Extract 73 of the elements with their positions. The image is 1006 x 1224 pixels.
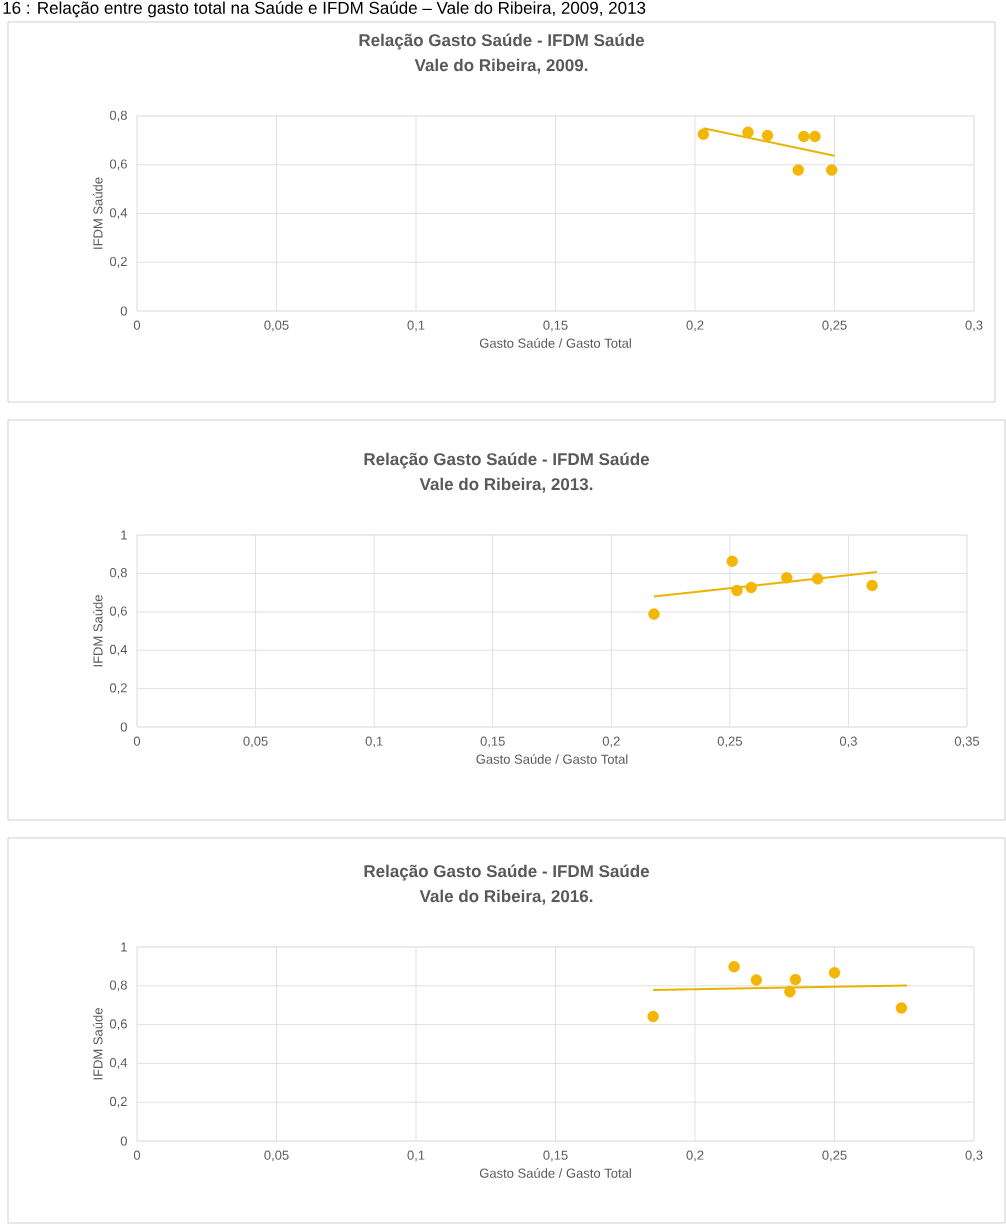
y-axis-title: IFDM Saúde: [92, 1008, 103, 1080]
y-tick-label: 0,6: [109, 159, 127, 171]
y-tick-label: 0: [120, 1136, 127, 1146]
x-tick-label: 0,05: [264, 320, 289, 332]
point: [798, 130, 810, 143]
point: [866, 579, 878, 592]
y-tick-label: 0,4: [109, 208, 128, 219]
x-tick-label: 0,05: [264, 1150, 289, 1162]
point: [647, 1010, 659, 1023]
y-tick-label: 0: [120, 306, 127, 316]
y-tick-label: 0,6: [109, 606, 127, 618]
x-axis-title: Gasto Saúde / Gasto Total: [479, 1168, 631, 1178]
y-tick-label: 0,8: [109, 568, 127, 579]
point: [781, 572, 793, 584]
y-tick-label: 0,2: [109, 1096, 127, 1108]
chart-subtitle: Vale do Ribeira, 2009.: [414, 58, 588, 74]
chart-title: Relação Gasto Saúde - IFDM Saúde: [359, 33, 645, 50]
y-tick-label: 0,2: [109, 683, 127, 694]
chart-subtitle: Vale do Ribeira, 2013.: [419, 477, 593, 493]
x-tick-label: 0,15: [543, 320, 568, 332]
point: [728, 961, 740, 973]
x-tick-label: 0: [133, 736, 141, 746]
x-tick-label: 0,2: [602, 736, 620, 748]
x-tick-label: 0,3: [965, 1150, 983, 1162]
point: [745, 581, 757, 594]
y-tick-label: 1: [121, 530, 127, 540]
x-tick-label: 0,2: [686, 320, 704, 332]
y-tick-label: 0: [120, 722, 127, 732]
point: [731, 584, 743, 597]
point: [761, 129, 774, 142]
text: 16 : Relação entre gasto total na Saúde e IFDM Saúde – Vale do Ribeira, 2009, 2013: [3, 1, 646, 18]
point: [697, 128, 710, 140]
y-tick-label: 0,4: [109, 1058, 128, 1069]
y-axis-title: IFDM Saúde: [92, 595, 103, 667]
chart-subtitle: Vale do Ribeira, 2016.: [419, 889, 593, 905]
x-tick-label: 0,1: [407, 1150, 425, 1162]
x-axis-title: Gasto Saúde / Gasto Total: [476, 754, 628, 764]
x-tick-label: 0,3: [839, 736, 857, 748]
x-tick-label: 0,25: [717, 736, 742, 748]
y-tick-label: 0,6: [109, 1019, 127, 1030]
x-axis-title: Gasto Saúde / Gasto Total: [479, 338, 631, 348]
point: [784, 985, 796, 998]
point: [828, 966, 841, 979]
x-tick-label: 0,3: [965, 320, 983, 332]
point: [789, 973, 802, 986]
point: [726, 555, 738, 568]
y-tick-label: 1: [121, 942, 127, 952]
x-tick-label: 0,35: [954, 736, 980, 748]
y-tick-label: 0,8: [109, 110, 127, 122]
point: [792, 164, 804, 176]
point: [826, 164, 838, 176]
x-tick-label: 0: [133, 320, 141, 330]
point: [895, 1002, 908, 1014]
point: [809, 130, 821, 143]
point: [750, 974, 763, 986]
x-tick-label: 0,25: [822, 320, 847, 332]
x-tick-label: 0,05: [243, 736, 268, 748]
y-tick-label: 0,8: [109, 980, 127, 992]
point: [742, 126, 754, 139]
chart-title: Relação Gasto Saúde - IFDM Saúde: [364, 864, 650, 881]
x-tick-label: 0,25: [822, 1150, 847, 1162]
chart-title: Relação Gasto Saúde - IFDM Saúde: [364, 452, 650, 469]
x-tick-label: 0,15: [543, 1150, 568, 1162]
point: [648, 608, 660, 620]
x-tick-label: 0: [133, 1150, 141, 1160]
x-tick-label: 0,2: [686, 1150, 704, 1162]
x-tick-label: 0,1: [407, 320, 425, 332]
y-tick-label: 0,4: [109, 644, 128, 656]
x-tick-label: 0,1: [365, 736, 383, 748]
x-tick-label: 0,15: [480, 736, 505, 748]
point: [811, 573, 824, 585]
y-axis-title: IFDM Saúde: [92, 177, 103, 249]
y-tick-label: 0,2: [109, 256, 127, 268]
